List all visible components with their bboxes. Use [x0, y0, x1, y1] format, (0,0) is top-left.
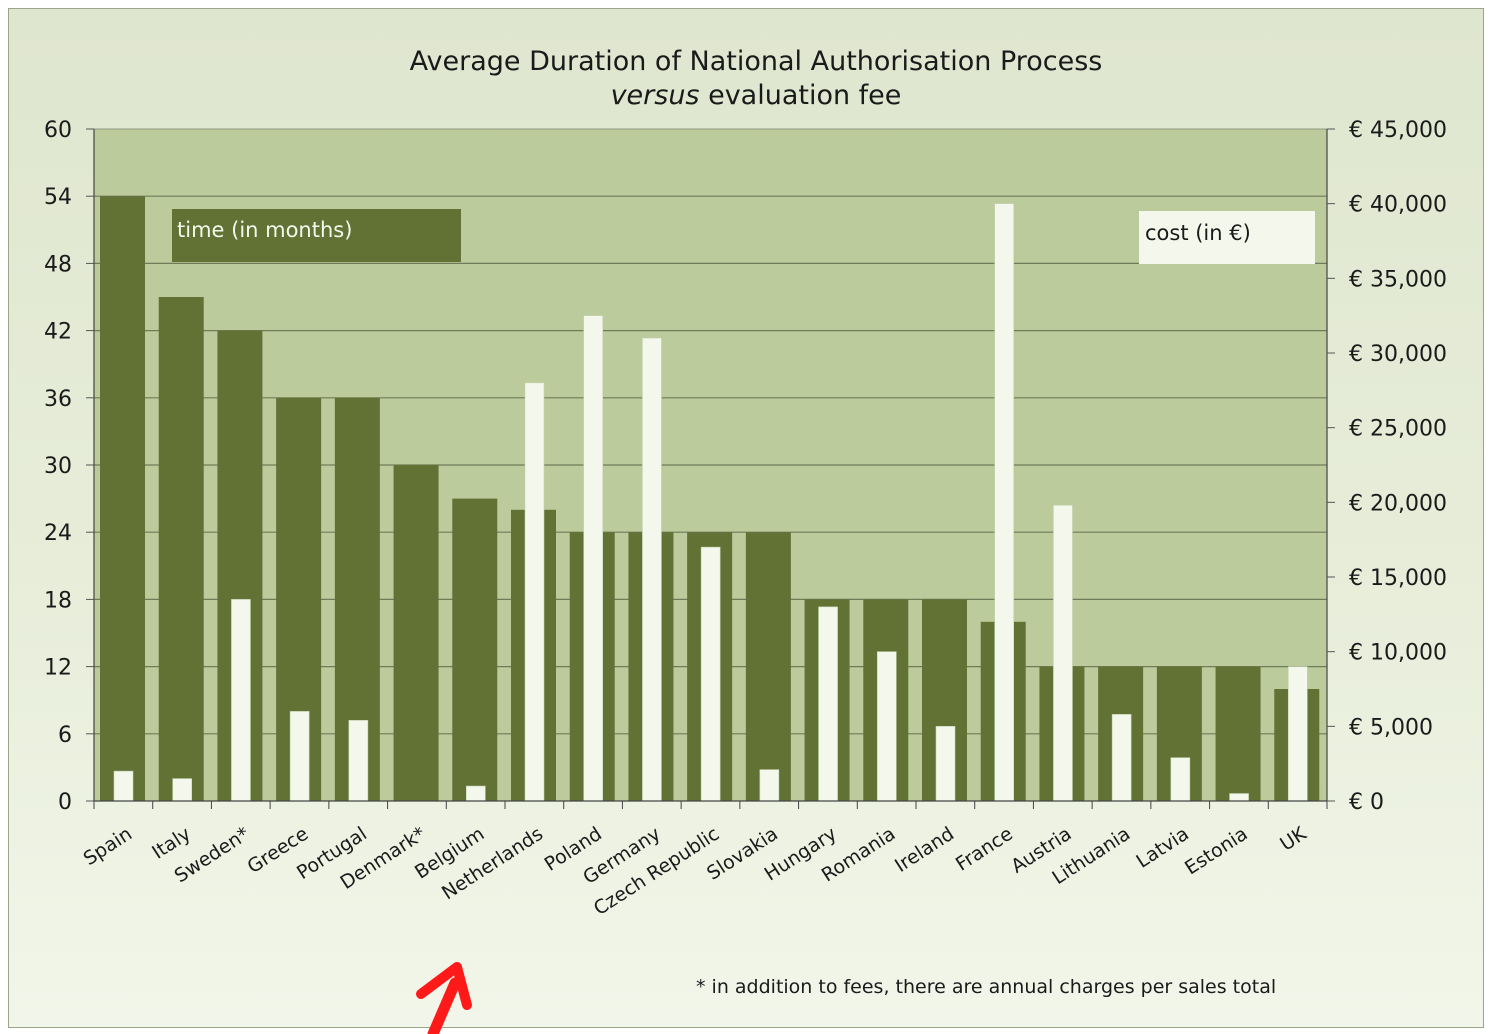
red-arrow-annotation	[416, 962, 472, 1034]
left-axis-ticks: 0 6 12 18 24 30 36 42 48 54 60	[44, 118, 94, 815]
subtitle-italic: versus	[611, 80, 700, 111]
left-tick-label: 18	[44, 588, 72, 613]
category-label: Netherlands	[438, 823, 547, 905]
cost-bar	[524, 382, 545, 802]
cost-bar	[759, 769, 780, 802]
category-label: France	[952, 823, 1017, 876]
cost-bar	[876, 651, 897, 802]
right-tick-label: € 45,000	[1349, 118, 1447, 143]
chart-subtitle: versus evaluation fee	[611, 80, 902, 111]
legend-time-label: time (in months)	[177, 218, 352, 242]
right-tick-label: € 20,000	[1349, 491, 1447, 516]
cost-bar	[994, 203, 1015, 802]
right-tick-label: € 5,000	[1349, 715, 1433, 740]
cost-bar	[348, 720, 369, 802]
cost-bar	[1170, 757, 1191, 802]
red-arrow-shaft	[427, 977, 461, 1034]
cost-bar	[1053, 505, 1073, 802]
left-tick-label: 60	[44, 118, 72, 143]
cost-bar	[231, 599, 251, 802]
time-bar	[158, 297, 204, 801]
right-tick-label: € 35,000	[1349, 267, 1447, 292]
cost-bar	[113, 770, 134, 802]
subtitle-rest: evaluation fee	[700, 80, 902, 111]
category-label: Spain	[80, 823, 137, 870]
right-axis-ticks: € 0 € 5,000 € 10,000 € 15,000 € 20,000 € 25,0…	[1327, 118, 1447, 815]
cost-bar	[289, 711, 310, 802]
cost-bar	[1111, 714, 1132, 802]
time-bar	[393, 465, 439, 801]
legend-time-box	[172, 209, 461, 262]
right-tick-label: € 25,000	[1349, 417, 1447, 442]
right-tick-label: € 30,000	[1349, 342, 1447, 367]
footnote: * in addition to fees, there are annual …	[696, 976, 1276, 998]
left-tick-label: 6	[58, 723, 72, 748]
left-tick-label: 12	[44, 656, 72, 681]
legend-cost-box	[1139, 211, 1315, 264]
legend-time: time (in months)	[172, 209, 461, 262]
right-tick-label: € 0	[1349, 790, 1384, 815]
left-tick-label: 24	[44, 521, 72, 546]
category-label: UK	[1276, 822, 1311, 855]
category-label: Estonia	[1181, 823, 1252, 880]
right-tick-label: € 15,000	[1349, 566, 1447, 591]
cost-bar	[700, 546, 721, 802]
left-tick-label: 0	[58, 790, 72, 815]
chart-title: Average Duration of National Authorisati…	[410, 46, 1103, 77]
time-bar	[745, 532, 791, 801]
legend-cost-label: cost (in €)	[1145, 221, 1251, 245]
time-bar	[1215, 666, 1261, 801]
legend-cost: cost (in €)	[1139, 211, 1315, 264]
cost-bar	[465, 785, 486, 802]
category-label: Ireland	[891, 823, 958, 877]
category-labels: Spain ItalySweden*GreecePortugalDenmark*B…	[80, 822, 1311, 920]
left-tick-label: 42	[44, 320, 72, 345]
right-tick-label: € 10,000	[1349, 641, 1447, 666]
left-tick-label: 54	[44, 185, 72, 210]
cost-bar	[818, 606, 838, 802]
right-tick-label: € 40,000	[1349, 193, 1447, 218]
cost-bar	[583, 315, 604, 802]
time-bar	[452, 498, 498, 801]
time-bar	[100, 196, 145, 801]
left-tick-label: 36	[44, 387, 72, 412]
left-tick-label: 30	[44, 454, 72, 479]
cost-bar	[172, 778, 193, 802]
bars	[100, 196, 1320, 802]
red-arrow-head	[416, 962, 472, 1010]
cost-bar	[935, 726, 956, 802]
cost-bar	[1229, 793, 1249, 802]
cost-bar	[642, 337, 662, 802]
cost-bar	[1287, 666, 1308, 802]
left-tick-label: 48	[44, 252, 72, 277]
